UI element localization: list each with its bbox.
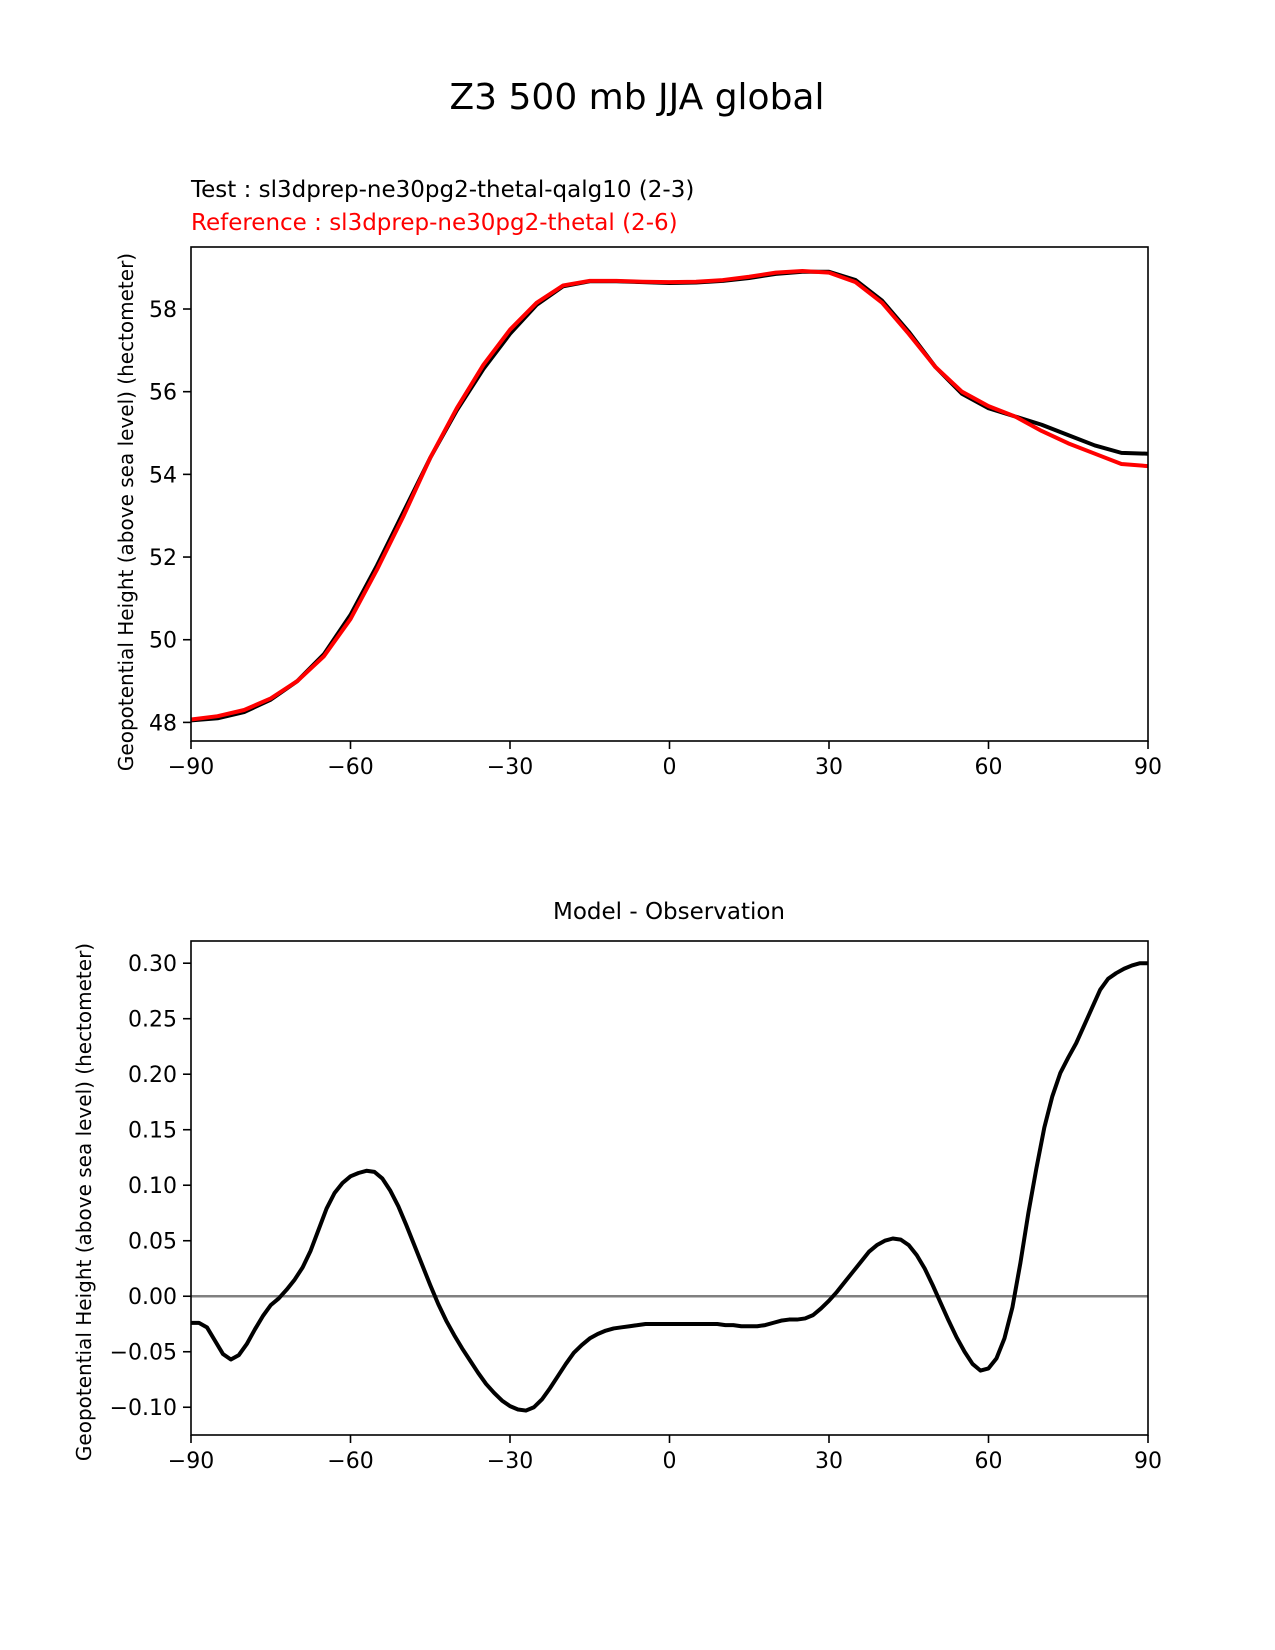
top-x-tick-label: 60: [975, 755, 1003, 780]
bottom-y-tick-label: 0.30: [128, 952, 177, 977]
top-x-tick-label: 0: [663, 755, 677, 780]
bottom-y-tick-label: 0.10: [128, 1174, 177, 1199]
bottom-x-tick-label: −60: [327, 1449, 373, 1474]
bottom-y-tick-label: 0.25: [128, 1008, 177, 1033]
top-x-tick-label: −30: [487, 755, 533, 780]
figure-title: Z3 500 mb JJA global: [450, 77, 825, 118]
bottom-x-tick-label: 90: [1134, 1449, 1162, 1474]
bottom-x-tick-label: 60: [975, 1449, 1003, 1474]
top-y-tick-label: 54: [149, 463, 177, 488]
top-y-axis-label: Geopotential Height (above sea level) (h…: [114, 253, 138, 771]
bottom-y-tick-label: 0.20: [128, 1063, 177, 1088]
bottom-y-tick-label: 0.15: [128, 1119, 177, 1144]
test-label: Test : sl3dprep-ne30pg2-thetal-qalg10 (2…: [190, 177, 694, 203]
bottom-x-tick-label: 0: [663, 1449, 677, 1474]
top-series-test-line: [191, 269, 1148, 723]
bottom-plot-frame: [190, 940, 1149, 1436]
top-y-tick-label: 50: [149, 629, 177, 654]
top-series-reference-line: [191, 268, 1148, 722]
bottom-y-tick-label: −0.05: [110, 1341, 177, 1366]
bottom-y-axis-label: Geopotential Height (above sea level) (h…: [72, 943, 96, 1461]
top-y-tick-label: 58: [149, 298, 177, 323]
top-x-tick-label: 30: [815, 755, 843, 780]
reference-label: Reference : sl3dprep-ne30pg2-thetal (2-6…: [191, 210, 678, 236]
bottom-x-tick-label: −90: [168, 1449, 214, 1474]
bottom-panel: Model - Observation Geopotential Height …: [72, 899, 1162, 1474]
bottom-title: Model - Observation: [553, 899, 785, 925]
top-x-tick-label: 90: [1134, 755, 1162, 780]
top-y-tick-label: 52: [149, 546, 177, 571]
top-y-tick-label: 56: [149, 381, 177, 406]
top-y-tick-label: 48: [149, 711, 177, 736]
top-plot-area: −90 −60 −30 0 30 60 90 48 50 52 54 56 58: [149, 246, 1162, 780]
top-panel: Test : sl3dprep-ne30pg2-thetal-qalg10 (2…: [114, 177, 1162, 780]
bottom-plot-area: −90 −60 −30 0 30 60 90 −0.10 −0.05 0.00 0.05 0.10 0.…: [110, 940, 1162, 1474]
bottom-series-difference-line: [191, 961, 1148, 1413]
bottom-x-tick-label: 30: [815, 1449, 843, 1474]
bottom-y-tick-label: 0.00: [128, 1285, 177, 1310]
bottom-y-tick-label: −0.10: [110, 1396, 177, 1421]
top-x-tick-label: −60: [327, 755, 373, 780]
bottom-x-tick-label: −30: [487, 1449, 533, 1474]
top-x-tick-label: −90: [168, 755, 214, 780]
bottom-y-tick-label: 0.05: [128, 1230, 177, 1255]
top-plot-frame: [190, 246, 1149, 742]
